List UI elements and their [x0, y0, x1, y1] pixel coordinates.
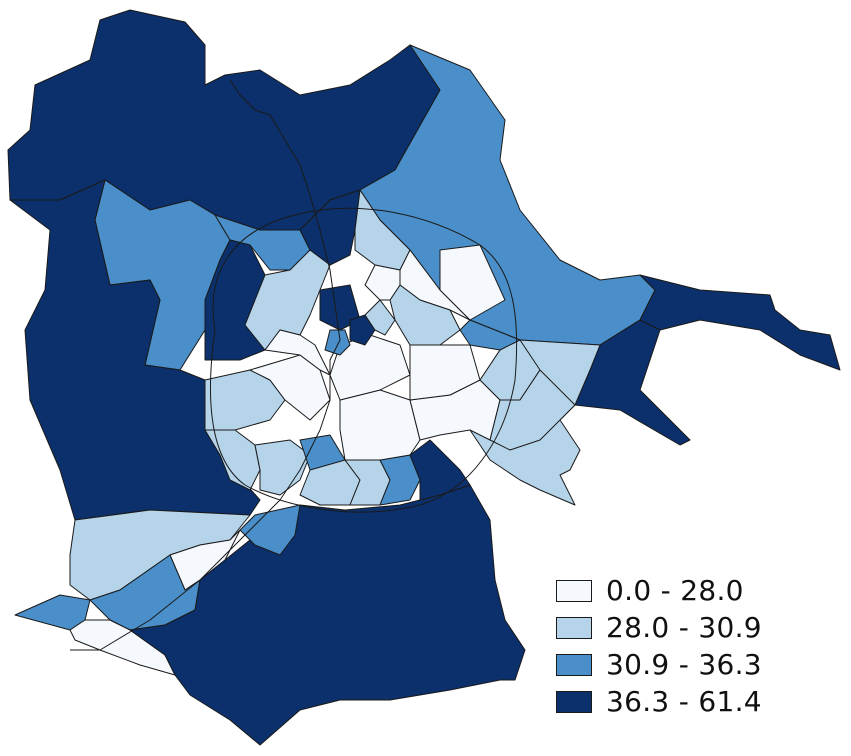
ring-road-line [209, 207, 518, 513]
map-outer-ring [7, 9, 841, 746]
district-region[interactable] [459, 319, 521, 351]
legend-label: 36.3 - 61.4 [606, 685, 762, 718]
ring-road-gra [209, 207, 518, 513]
legend-item: 0.0 - 28.0 [556, 572, 836, 609]
district-region[interactable] [254, 439, 311, 496]
district-region[interactable] [639, 274, 841, 371]
district-region[interactable] [244, 249, 331, 351]
district-region[interactable] [329, 334, 411, 401]
district-region[interactable] [109, 484, 526, 746]
legend-swatch [556, 616, 592, 639]
legend-swatch [556, 579, 592, 602]
district-region[interactable] [364, 264, 401, 301]
legend-label: 28.0 - 30.9 [606, 611, 762, 644]
district-region[interactable] [364, 299, 396, 336]
legend-label: 0.0 - 28.0 [606, 574, 744, 607]
district-region[interactable] [409, 439, 471, 501]
map-middle-ring [204, 189, 576, 506]
river-tiber [70, 79, 341, 651]
district-region[interactable] [489, 369, 576, 451]
legend-swatch [556, 653, 592, 676]
legend-item: 36.3 - 61.4 [556, 683, 836, 720]
district-region[interactable] [409, 344, 481, 401]
district-region[interactable] [239, 504, 301, 556]
legend-item: 28.0 - 30.9 [556, 609, 836, 646]
legend-label: 30.9 - 36.3 [606, 648, 762, 681]
legend-item: 30.9 - 36.3 [556, 646, 836, 683]
district-region[interactable] [14, 594, 91, 631]
district-region[interactable] [264, 329, 331, 376]
district-region[interactable] [439, 244, 506, 321]
river-line [70, 79, 341, 651]
map-legend: 0.0 - 28.0 28.0 - 30.9 30.9 - 36.3 36.3 … [556, 572, 836, 720]
legend-swatch [556, 690, 592, 713]
district-region[interactable] [349, 314, 376, 346]
district-region[interactable] [204, 239, 266, 361]
district-region[interactable] [204, 429, 261, 491]
district-region[interactable] [339, 389, 421, 461]
district-region[interactable] [324, 329, 351, 356]
